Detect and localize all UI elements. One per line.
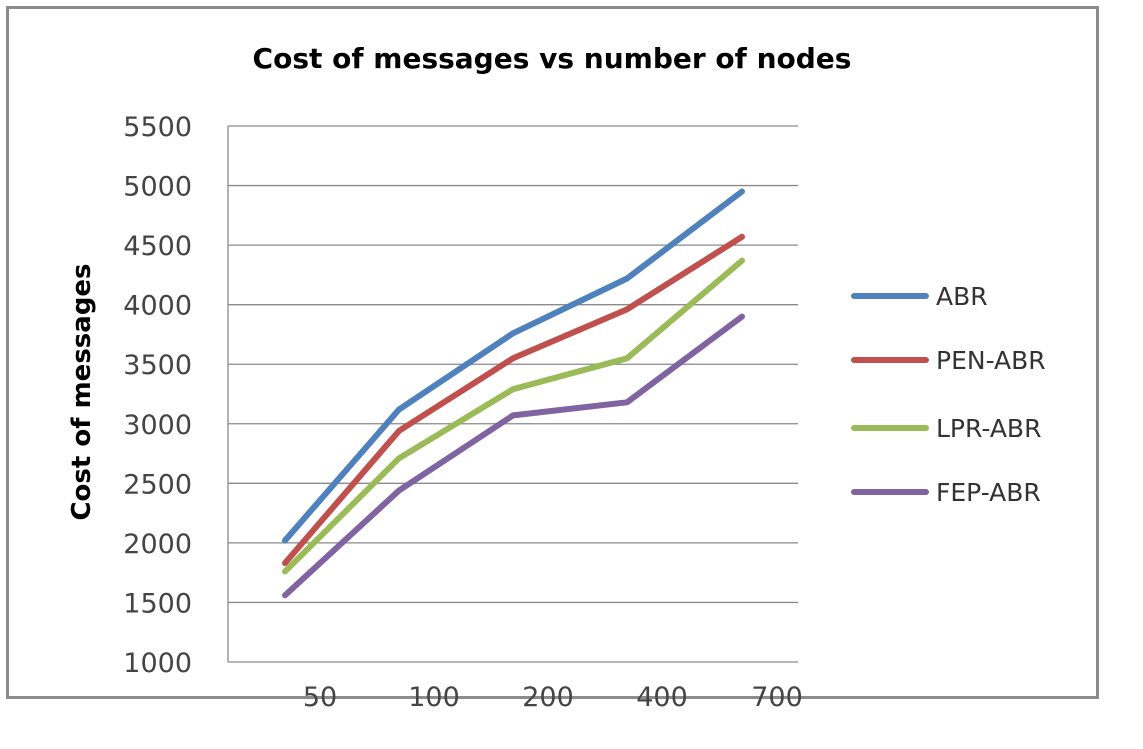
x-tick-label: 200 (522, 682, 574, 713)
y-tick-label: 2000 (123, 529, 192, 560)
y-tick-label: 1500 (123, 588, 192, 619)
y-tick-label: 3000 (123, 410, 192, 441)
x-tick-label: 400 (636, 682, 688, 713)
gridlines (228, 125, 798, 663)
series-line-lpr-abr (282, 257, 745, 575)
y-tick-label: 5500 (123, 112, 192, 143)
y-tick-label: 1000 (123, 648, 192, 679)
series-line-fep-abr (282, 313, 745, 599)
series-lines (282, 188, 745, 599)
legend-label: ABR (936, 282, 988, 311)
y-axis-label: Cost of messages (67, 263, 97, 520)
series-line-pen-abr (282, 233, 745, 567)
y-tick-label: 4500 (123, 231, 192, 262)
chart-title: Cost of messages vs number of nodes (253, 42, 852, 75)
x-tick-label: 700 (751, 682, 803, 713)
x-tick-label: 100 (408, 682, 460, 713)
y-tick-label: 3500 (123, 350, 192, 381)
x-axis: 50 100 200 400 700 (303, 682, 803, 713)
series-line-abr (282, 188, 745, 544)
y-axis: 1000 1500 2000 2500 3000 3500 4000 4500 5000 5500 (123, 112, 229, 679)
legend: ABR PEN-ABR LPR-ABR FEP-ABR (851, 282, 1046, 507)
x-tick-label: 50 (303, 682, 337, 713)
y-tick-label: 4000 (123, 291, 192, 322)
legend-label: FEP-ABR (936, 478, 1041, 507)
legend-label: PEN-ABR (936, 346, 1046, 375)
legend-label: LPR-ABR (936, 414, 1041, 443)
y-tick-label: 2500 (123, 469, 192, 500)
y-tick-label: 5000 (123, 172, 192, 203)
chart-frame (6, 6, 1099, 699)
